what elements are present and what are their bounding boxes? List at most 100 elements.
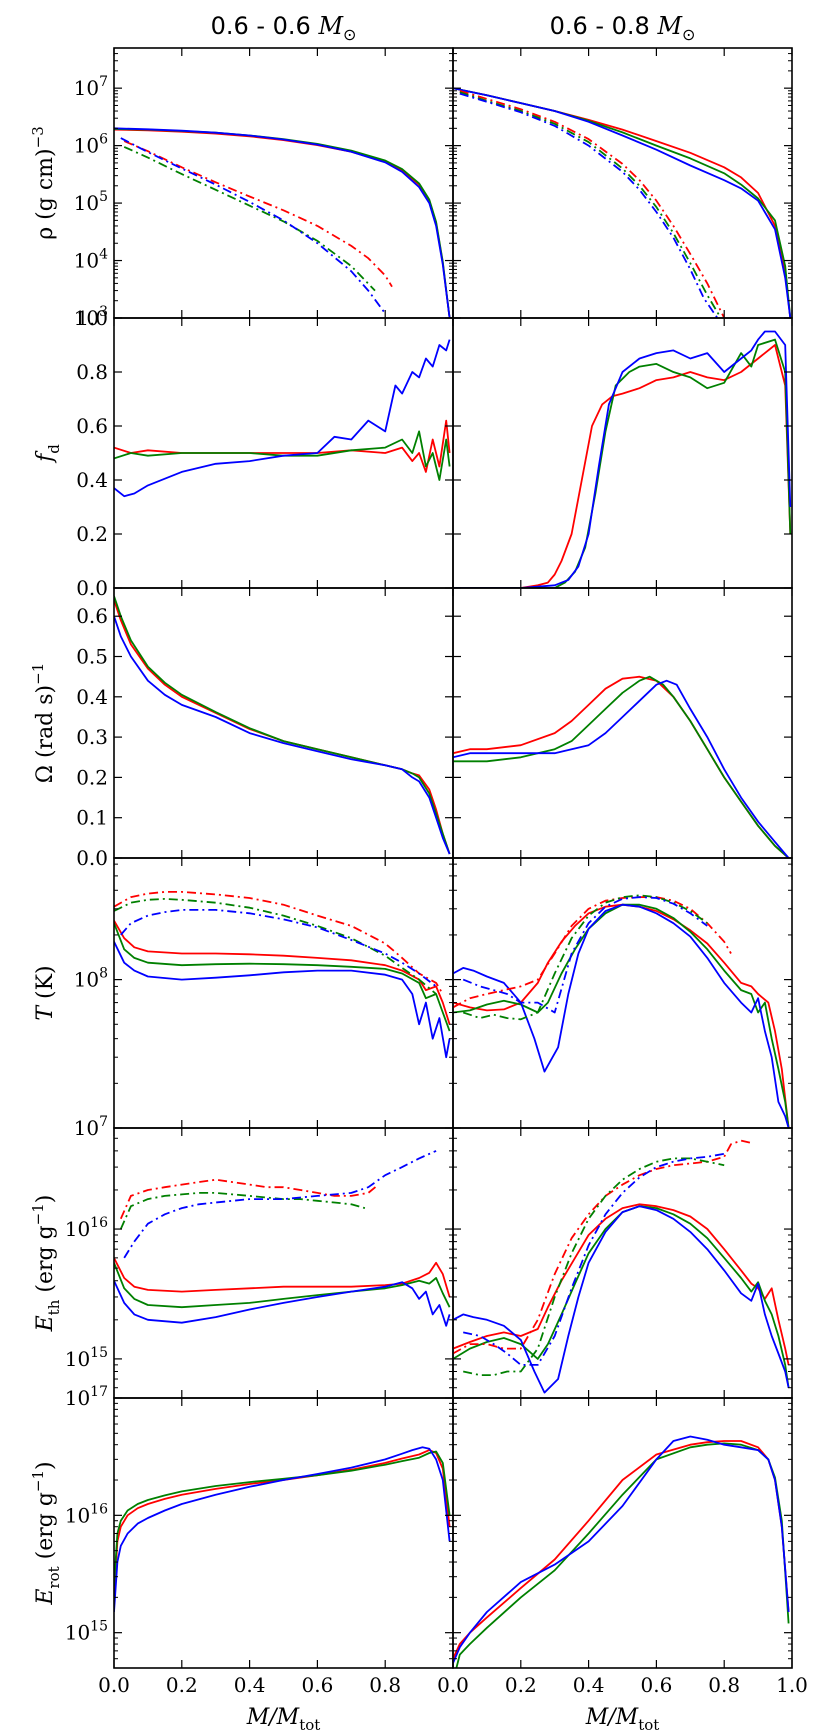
series-line-dashdot-green bbox=[119, 1192, 366, 1230]
series-line-dashdot-red bbox=[114, 891, 444, 995]
y-tick-label: 1017 bbox=[65, 1384, 108, 1410]
series-line-solid-green bbox=[453, 87, 792, 318]
series-group bbox=[453, 87, 792, 318]
y-tick-label: 1016 bbox=[65, 1501, 108, 1527]
series-line-dashdot-blue bbox=[462, 896, 708, 1014]
x-ticks bbox=[452, 1128, 793, 1398]
x-tick-label: 0.4 bbox=[573, 1673, 605, 1697]
y-axis-label: Erot (erg g−1) bbox=[29, 1461, 63, 1605]
series-line-solid-red bbox=[453, 675, 790, 858]
series-line-dashdot-red bbox=[123, 140, 393, 288]
y-tick-label: 0.6 bbox=[76, 604, 108, 628]
series-group bbox=[114, 1150, 451, 1327]
x-ticks bbox=[113, 588, 454, 858]
series-line-solid-green bbox=[114, 430, 451, 481]
y-ticks: 1015 1016 bbox=[65, 1137, 453, 1389]
series-line-solid-green bbox=[114, 595, 451, 855]
series-group bbox=[114, 339, 451, 498]
panel-r1-c2 bbox=[452, 47, 793, 319]
series-line-solid-red bbox=[114, 1257, 451, 1298]
x-ticks: 0.0 0.2 0.4 0.6 0.8 bbox=[98, 1398, 454, 1697]
y-tick-label: 1015 bbox=[65, 1345, 108, 1371]
x-tick-label: 0.8 bbox=[369, 1673, 401, 1697]
y-tick-label: 105 bbox=[74, 189, 108, 215]
series-line-solid-green bbox=[453, 1205, 790, 1388]
y-ticks: 103 104 105 106 107 bbox=[74, 53, 453, 330]
series-line-dashdot-blue bbox=[459, 92, 719, 318]
x-ticks bbox=[452, 48, 793, 318]
y-ticks bbox=[453, 1397, 792, 1660]
series-group bbox=[114, 1446, 451, 1613]
x-tick-label: 0.6 bbox=[301, 1673, 333, 1697]
y-tick-label: 108 bbox=[74, 966, 108, 992]
panel-frame bbox=[452, 1127, 793, 1399]
y-tick-label: 104 bbox=[74, 247, 108, 273]
y-tick-label: 0.6 bbox=[76, 414, 108, 438]
row-2: fd 0.0 0.2 0.4 0.6 0.8 1.0 bbox=[33, 306, 793, 600]
series-line-solid-blue bbox=[453, 1205, 790, 1394]
y-tick-label: 0.4 bbox=[76, 685, 108, 709]
series-line-solid-red bbox=[114, 599, 451, 855]
series-group bbox=[114, 127, 451, 318]
x-tick-label: 0.0 bbox=[98, 1673, 130, 1697]
series-line-solid-red bbox=[114, 128, 451, 318]
column-title-1: 0.6 - 0.6 M⊙ bbox=[211, 12, 357, 44]
series-line-solid-green bbox=[453, 675, 790, 858]
series-group bbox=[453, 675, 790, 858]
x-axis-label-1: M/Mtot bbox=[246, 1705, 321, 1733]
y-tick-label: 1015 bbox=[65, 1619, 108, 1645]
x-ticks bbox=[452, 588, 793, 858]
y-axis-label: Eth (erg g−1) bbox=[29, 1195, 63, 1333]
x-ticks bbox=[113, 1128, 454, 1398]
panel-frame bbox=[452, 1397, 793, 1669]
series-line-solid-blue bbox=[114, 941, 451, 1059]
panel-r5-c1: 1015 1016 bbox=[65, 1127, 454, 1399]
series-group bbox=[114, 891, 451, 1059]
y-ticks: 0.0 0.2 0.4 0.6 0.8 1.0 bbox=[76, 306, 453, 600]
panel-frame bbox=[113, 587, 454, 859]
series-group bbox=[453, 894, 790, 1128]
row-6: Erot (erg g−1)1015 1016 1017 0.0 0.2 0.4 0.6 0.… bbox=[29, 1384, 808, 1697]
x-tick-label: 0.2 bbox=[166, 1673, 198, 1697]
panel-r6-c2: 0.0 0.2 0.4 0.6 0.8 1.0 bbox=[437, 1397, 808, 1697]
series-group bbox=[453, 1435, 790, 1668]
y-tick-label: 107 bbox=[74, 1114, 108, 1140]
row-1: ρ (g cm)−3 103 104 105 106 107 bbox=[29, 47, 793, 330]
panel-r3-c2 bbox=[452, 587, 793, 859]
y-axis-label: T (K) bbox=[33, 965, 58, 1020]
row-3: Ω (rad s)−1 0.0 0.1 0.2 0.3 0.4 0.5 0.6 bbox=[29, 587, 793, 870]
panel-frame bbox=[113, 857, 454, 1129]
y-tick-label: 0.0 bbox=[76, 576, 108, 600]
panel-r3-c1: 0.0 0.1 0.2 0.3 0.4 0.5 0.6 bbox=[76, 587, 454, 870]
series-line-solid-green bbox=[453, 903, 790, 1128]
panel-frame bbox=[113, 47, 454, 319]
series-line-solid-red bbox=[453, 344, 792, 588]
series-line-solid-green bbox=[114, 1262, 451, 1309]
x-tick-label: 0.0 bbox=[437, 1673, 469, 1697]
series-line-solid-red bbox=[114, 419, 451, 473]
series-line-solid-blue bbox=[453, 903, 790, 1128]
y-ticks bbox=[453, 863, 792, 1129]
series-line-dashdot-red bbox=[453, 896, 732, 1009]
series-group bbox=[114, 595, 451, 855]
panel-frame bbox=[452, 587, 793, 859]
series-line-solid-green bbox=[453, 338, 792, 588]
y-tick-label: 106 bbox=[74, 132, 108, 158]
x-ticks bbox=[113, 48, 454, 318]
series-line-dashdot-green bbox=[114, 898, 437, 995]
series-line-solid-blue bbox=[453, 87, 792, 318]
panel-r6-c1: 1015 1016 1017 0.0 0.2 0.4 0.6 0.8 bbox=[65, 1384, 454, 1697]
series-line-solid-blue bbox=[114, 615, 451, 855]
series-line-solid-blue bbox=[114, 127, 451, 318]
x-tick-label: 0.2 bbox=[505, 1673, 537, 1697]
x-tick-label: 0.8 bbox=[708, 1673, 740, 1697]
x-ticks: 0.0 0.2 0.4 0.6 0.8 1.0 bbox=[437, 1398, 808, 1697]
series-line-dashdot-green bbox=[459, 91, 722, 318]
series-line-solid-green bbox=[114, 922, 451, 1032]
y-tick-label: 0.3 bbox=[76, 725, 108, 749]
y-tick-label: 0.1 bbox=[76, 806, 108, 830]
panel-frame bbox=[452, 47, 793, 319]
panel-r1-c1: 103 104 105 106 107 bbox=[74, 47, 454, 330]
x-axis-label-2: M/Mtot bbox=[585, 1705, 660, 1733]
